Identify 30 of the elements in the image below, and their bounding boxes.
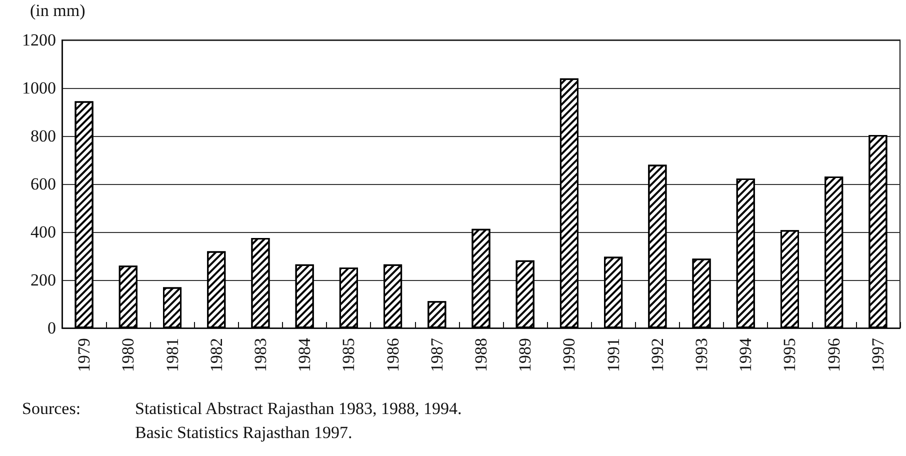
y-tick-label: 1000 (22, 78, 56, 98)
text: Statistical Abstract Rajasthan 1983, 1988, 1994. (135, 399, 462, 418)
x-tick-label: 1987 (427, 338, 446, 372)
y-tick-label: 0 (48, 318, 56, 338)
x-tick-label: 1991 (604, 338, 623, 372)
y-tick-label: 200 (30, 270, 56, 290)
y-tick-label: 800 (30, 126, 56, 146)
y-tick-label: 600 (30, 174, 56, 194)
x-tick-label: 1984 (295, 338, 314, 372)
x-tick-label: 1995 (780, 338, 800, 372)
x-tick-label: 1980 (118, 338, 138, 372)
x-tick-label: 1979 (74, 338, 94, 372)
x-tick-label: 1982 (206, 338, 226, 372)
x-tick-label: 1989 (516, 338, 535, 372)
x-tick-label: 1992 (648, 338, 667, 372)
x-tick-label: 1988 (472, 338, 490, 372)
y-tick-label: 400 (30, 222, 56, 242)
x-tick-label: 1981 (162, 338, 182, 372)
x-tick-label: 1997 (868, 338, 888, 372)
x-tick-label: 1986 (383, 338, 402, 372)
x-tick-label: 1993 (692, 338, 712, 372)
y-tick-label: 1200 (22, 30, 56, 50)
y-axis-title: (in mm) (30, 1, 86, 20)
source-note: Sources: (22, 399, 81, 418)
x-tick-label: 1994 (736, 338, 756, 372)
x-tick-label: 1985 (339, 338, 358, 372)
x-tick-label: 1983 (250, 338, 270, 372)
x-tick-label: 1990 (560, 338, 579, 372)
x-tick-label: 1996 (824, 338, 844, 372)
text: Basic Statistics Rajasthan 1997. (135, 423, 352, 442)
